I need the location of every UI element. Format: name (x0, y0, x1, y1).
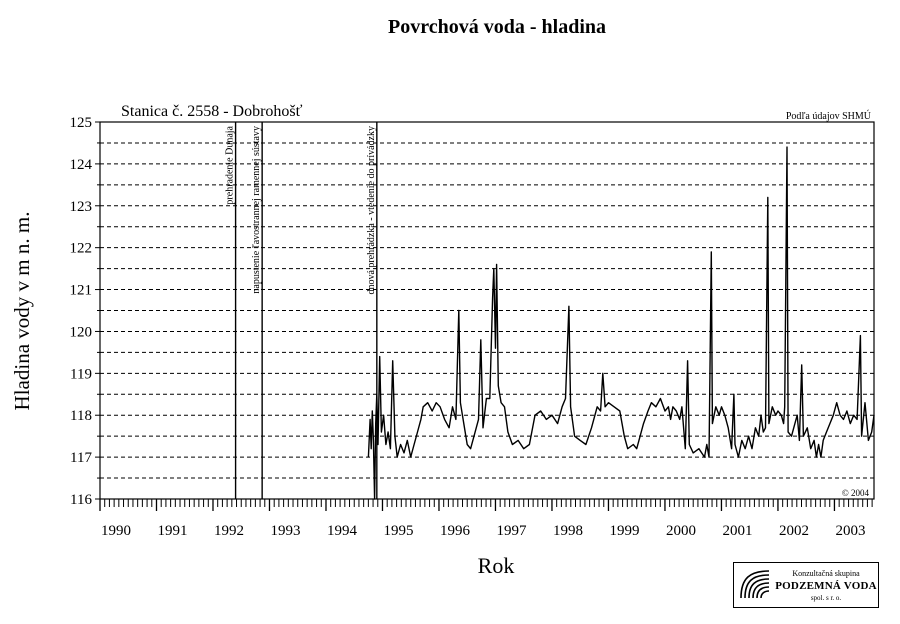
x-tick-label: 1993 (270, 523, 300, 539)
company-logo: Konzultačná skupina PODZEMNÁ VODA spol. … (733, 562, 879, 608)
y-tick-label: 121 (70, 283, 93, 299)
y-tick-label: 120 (70, 324, 93, 340)
x-tick-label: 1997 (496, 523, 527, 539)
x-tick-label: 1996 (440, 523, 471, 539)
logo-line-2: PODZEMNÁ VODA (775, 580, 877, 592)
y-tick-label: 122 (70, 241, 93, 257)
x-axis-label: Rok (478, 553, 515, 578)
x-tick-label: 1994 (327, 523, 358, 539)
x-tick-label: 1990 (101, 523, 131, 539)
y-tick-label: 116 (70, 492, 92, 508)
source-note: Podľa údajov SHMÚ (786, 110, 872, 122)
event-label: napustenie ľavostrannej ramennej sústavy (251, 126, 262, 294)
y-tick-label: 124 (70, 157, 93, 173)
logo-line-3: spol. s r. o. (810, 594, 842, 602)
company-logo-mark (740, 570, 770, 599)
y-axis-label: Hladina vody v m n. m. (10, 212, 34, 411)
x-tick-label: 2001 (722, 523, 752, 539)
station-label: Stanica č. 2558 - Dobrohošť (121, 103, 303, 120)
event-label: dnová prehrádzka - vtedenie do prívádzky (366, 126, 377, 295)
y-tick-label: 125 (70, 115, 93, 131)
logo-line-1: Konzultačná skupina (792, 569, 860, 578)
x-tick-label: 1992 (214, 523, 244, 539)
y-tick-label: 118 (70, 408, 92, 424)
copyright-note: © 2004 (842, 488, 870, 498)
x-tick-label: 2000 (666, 523, 696, 539)
y-tick-label: 117 (70, 450, 92, 466)
series-line (367, 146, 875, 500)
x-tick-label: 2002 (779, 523, 809, 539)
x-tick-label: 1995 (383, 523, 413, 539)
x-tick-label: 1999 (609, 523, 639, 539)
y-tick-label: 123 (70, 199, 93, 215)
x-tick-label: 2003 (835, 523, 865, 539)
y-tick-label: 119 (70, 366, 92, 382)
event-label: prehradenie Dunaja (225, 125, 236, 204)
x-tick-label: 1998 (553, 523, 583, 539)
chart-title: Povrchová voda - hladina (388, 16, 606, 38)
x-tick-label: 1991 (157, 523, 187, 539)
